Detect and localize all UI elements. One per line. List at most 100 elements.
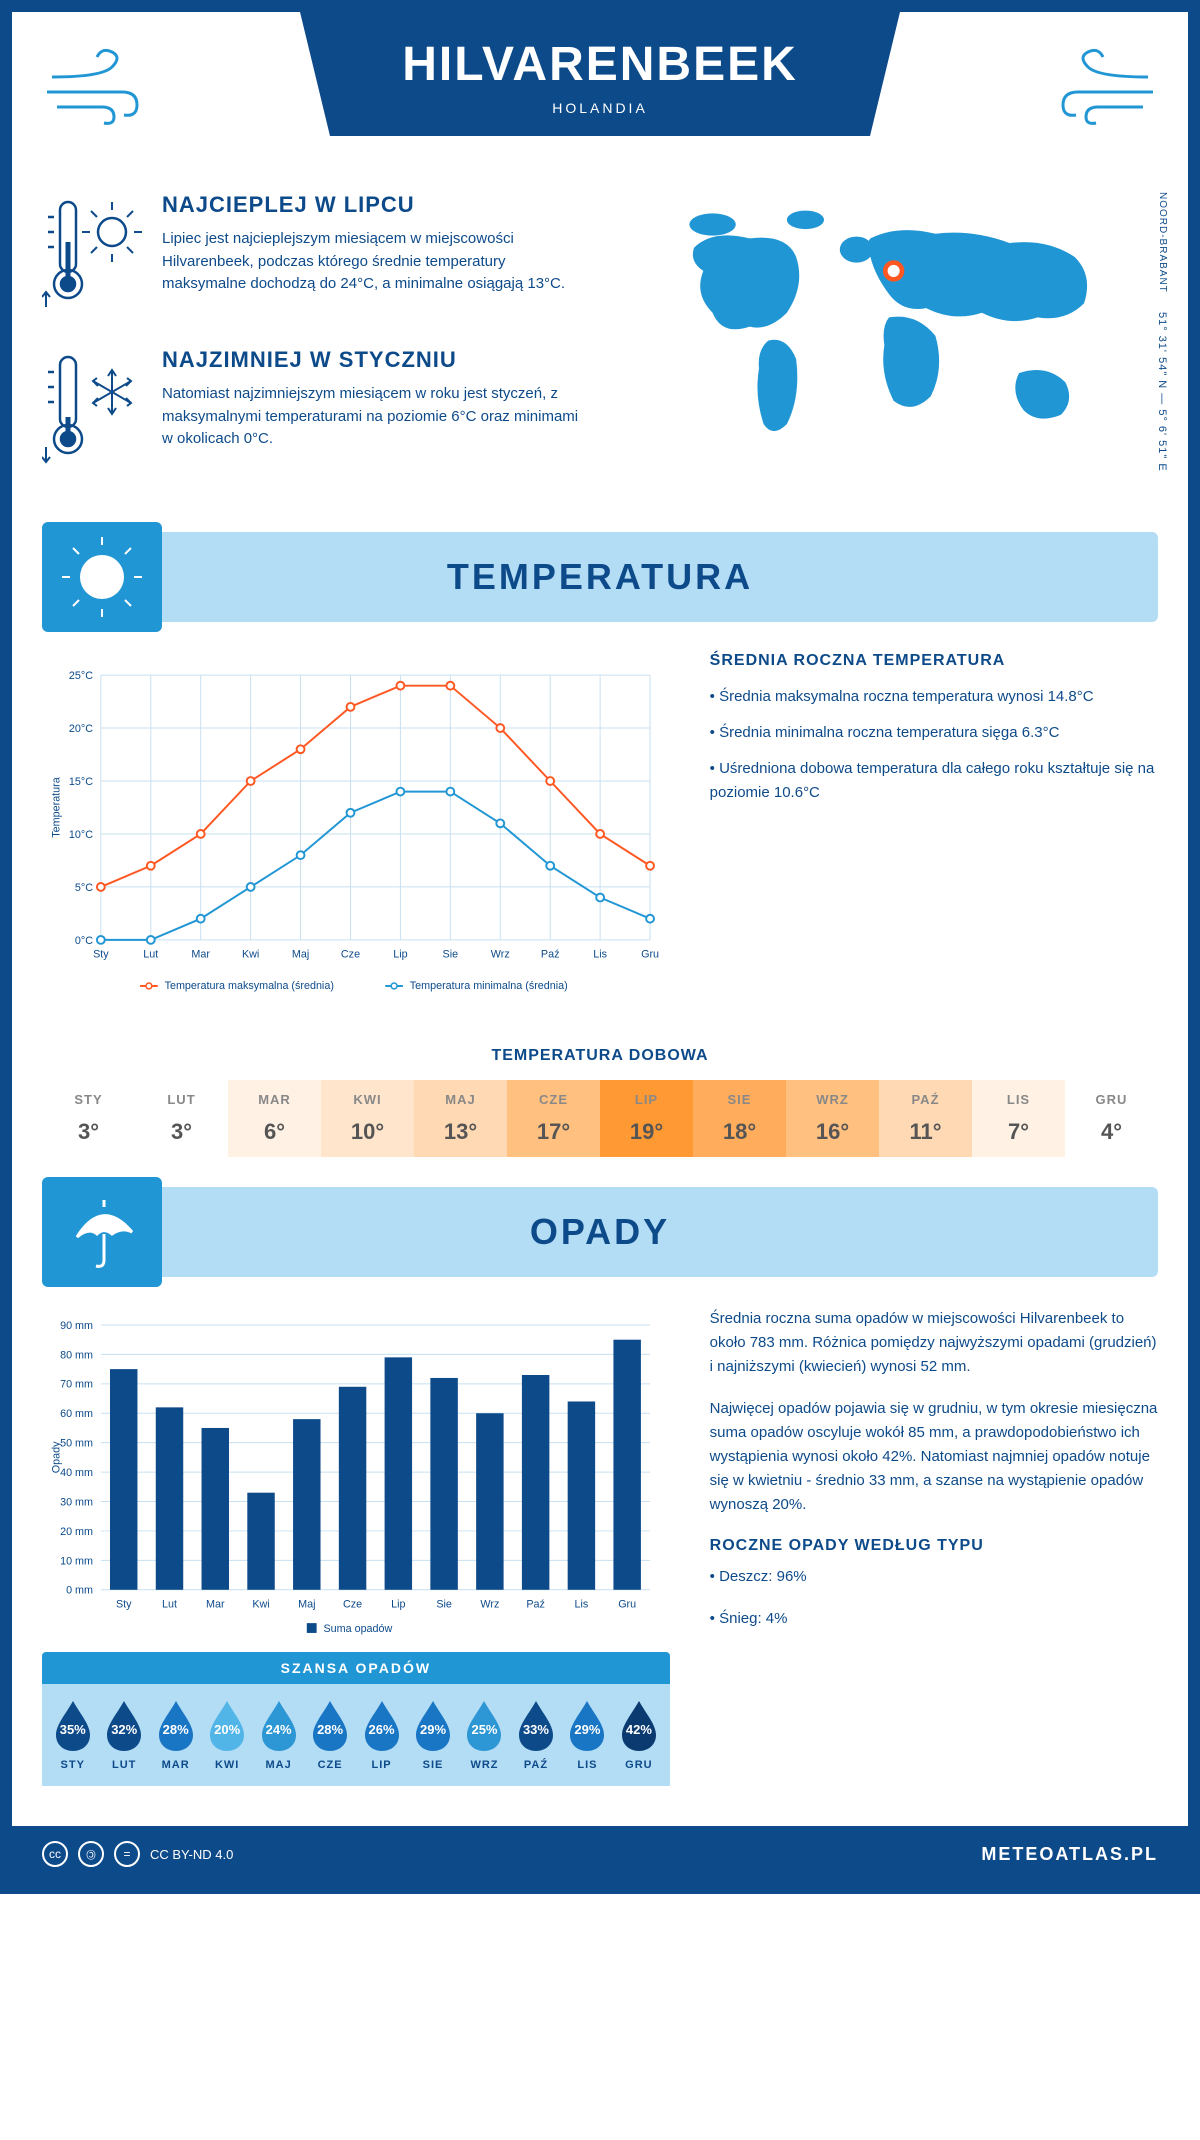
svg-text:15°C: 15°C [69, 776, 93, 788]
thermometer-sun-icon [42, 192, 142, 317]
svg-text:25°C: 25°C [69, 670, 93, 682]
chance-cell: 42% GRU [613, 1699, 664, 1771]
umbrella-icon [42, 1177, 162, 1287]
daily-cell: GRU4° [1065, 1080, 1158, 1157]
avg-temp-info: ŚREDNIA ROCZNA TEMPERATURA • Średnia mak… [710, 652, 1158, 1017]
precip-p1: Średnia roczna suma opadów w miejscowośc… [710, 1307, 1158, 1379]
svg-text:Wrz: Wrz [480, 1598, 499, 1610]
precip-p2: Najwięcej opadów pojawia się w grudniu, … [710, 1397, 1158, 1517]
precipitation-chance: SZANSA OPADÓW 35% STY 32% LUT 28% MAR 2 [42, 1652, 670, 1786]
svg-text:Sty: Sty [116, 1598, 132, 1610]
svg-text:Lut: Lut [162, 1598, 177, 1610]
daily-cell: LIS7° [972, 1080, 1065, 1157]
chance-cell: 33% PAŹ [510, 1699, 561, 1771]
precipitation-chart: 0 mm10 mm20 mm30 mm40 mm50 mm60 mm70 mm8… [42, 1307, 670, 1652]
chance-cell: 35% STY [47, 1699, 98, 1771]
svg-text:Lip: Lip [391, 1598, 405, 1610]
world-map [620, 192, 1158, 452]
chance-cell: 20% KWI [201, 1699, 252, 1771]
chance-cell: 28% CZE [304, 1699, 355, 1771]
chance-cell: 24% MAJ [253, 1699, 304, 1771]
svg-text:Sie: Sie [443, 949, 459, 961]
daily-cell: WRZ16° [786, 1080, 879, 1157]
region-label: NOORD-BRABANT [1157, 192, 1168, 293]
daily-cell: PAŹ11° [879, 1080, 972, 1157]
svg-text:Kwi: Kwi [242, 949, 259, 961]
svg-text:0 mm: 0 mm [66, 1585, 93, 1597]
header: HILVARENBEEK HOLANDIA [12, 12, 1188, 192]
avg-temp-b3: • Uśredniona dobowa temperatura dla całe… [710, 757, 1158, 805]
coldest-title: NAJZIMNIEJ W STYCZNIU [162, 347, 580, 373]
svg-text:70 mm: 70 mm [60, 1379, 93, 1391]
coldest-fact: NAJZIMNIEJ W STYCZNIU Natomiast najzimni… [42, 347, 580, 472]
precip-type-b1: • Deszcz: 96% [710, 1565, 1158, 1589]
svg-text:Lip: Lip [393, 949, 407, 961]
svg-text:0°C: 0°C [75, 935, 93, 947]
by-icon: 🄯 [78, 1841, 104, 1867]
svg-text:Lis: Lis [593, 949, 607, 961]
license-text: CC BY-ND 4.0 [150, 1847, 233, 1862]
thermometer-snow-icon [42, 347, 142, 472]
warmest-text: Lipiec jest najcieplejszym miesiącem w m… [162, 228, 580, 296]
intro-section: NAJCIEPLEJ W LIPCU Lipiec jest najcieple… [42, 192, 1158, 502]
svg-text:80 mm: 80 mm [60, 1349, 93, 1361]
chance-cell: 29% SIE [407, 1699, 458, 1771]
svg-text:Gru: Gru [641, 949, 659, 961]
chance-title: SZANSA OPADÓW [42, 1652, 670, 1684]
svg-text:Sie: Sie [436, 1598, 452, 1610]
svg-text:10°C: 10°C [69, 829, 93, 841]
site-name: METEOATLAS.PL [981, 1844, 1158, 1865]
daily-cell: LIP19° [600, 1080, 693, 1157]
svg-text:Mar: Mar [206, 1598, 225, 1610]
svg-text:20 mm: 20 mm [60, 1526, 93, 1538]
chance-cell: 28% MAR [150, 1699, 201, 1771]
chance-cell: 29% LIS [562, 1699, 613, 1771]
svg-text:Wrz: Wrz [491, 949, 510, 961]
svg-text:Maj: Maj [298, 1598, 315, 1610]
daily-cell: CZE17° [507, 1080, 600, 1157]
svg-text:Lut: Lut [143, 949, 158, 961]
warmest-title: NAJCIEPLEJ W LIPCU [162, 192, 580, 218]
svg-text:Temperatura maksymalna (średni: Temperatura maksymalna (średnia) [165, 980, 334, 992]
daily-cell: SIE18° [693, 1080, 786, 1157]
page: HILVARENBEEK HOLANDIA NAJCIEPLEJ W LIPCU… [0, 0, 1200, 1894]
coordinates: 51° 31' 54" N — 5° 6' 51" E [1156, 312, 1168, 472]
daily-temp-title: TEMPERATURA DOBOWA [42, 1047, 1158, 1065]
svg-text:5°C: 5°C [75, 882, 93, 894]
svg-text:Mar: Mar [191, 949, 210, 961]
chance-cell: 25% WRZ [459, 1699, 510, 1771]
svg-text:Suma opadów: Suma opadów [323, 1623, 392, 1635]
daily-cell: KWI10° [321, 1080, 414, 1157]
daily-temperature: TEMPERATURA DOBOWA STY3°LUT3°MAR6°KWI10°… [42, 1047, 1158, 1157]
svg-text:Cze: Cze [341, 949, 360, 961]
svg-text:90 mm: 90 mm [60, 1320, 93, 1332]
wind-icon [42, 47, 162, 132]
cc-icon: cc [42, 1841, 68, 1867]
svg-text:30 mm: 30 mm [60, 1496, 93, 1508]
wind-icon [1038, 47, 1158, 132]
svg-text:Temperatura minimalna (średnia: Temperatura minimalna (średnia) [410, 980, 568, 992]
svg-text:Paź: Paź [541, 949, 560, 961]
daily-cell: STY3° [42, 1080, 135, 1157]
coldest-text: Natomiast najzimniejszym miesiącem w rok… [162, 383, 580, 451]
svg-text:Kwi: Kwi [252, 1598, 269, 1610]
avg-temp-b1: • Średnia maksymalna roczna temperatura … [710, 685, 1158, 709]
avg-temp-b2: • Średnia minimalna roczna temperatura s… [710, 721, 1158, 745]
precipitation-section-header: OPADY [42, 1187, 1158, 1277]
country-name: HOLANDIA [400, 100, 800, 116]
avg-temp-title: ŚREDNIA ROCZNA TEMPERATURA [710, 652, 1158, 670]
daily-cell: MAJ13° [414, 1080, 507, 1157]
daily-cell: LUT3° [135, 1080, 228, 1157]
temperature-section-header: TEMPERATURA [42, 532, 1158, 622]
title-banner: HILVARENBEEK HOLANDIA [300, 12, 900, 136]
warmest-fact: NAJCIEPLEJ W LIPCU Lipiec jest najcieple… [42, 192, 580, 317]
nd-icon: = [114, 1841, 140, 1867]
daily-cell: MAR6° [228, 1080, 321, 1157]
precip-type-b2: • Śnieg: 4% [710, 1607, 1158, 1631]
svg-text:40 mm: 40 mm [60, 1467, 93, 1479]
sun-icon [42, 522, 162, 632]
footer: cc 🄯 = CC BY-ND 4.0 METEOATLAS.PL [12, 1826, 1188, 1882]
svg-text:Temperatura: Temperatura [51, 777, 63, 837]
temperature-chart: 0°C5°C10°C15°C20°C25°CStyLutMarKwiMajCze… [42, 652, 670, 1017]
svg-text:10 mm: 10 mm [60, 1555, 93, 1567]
